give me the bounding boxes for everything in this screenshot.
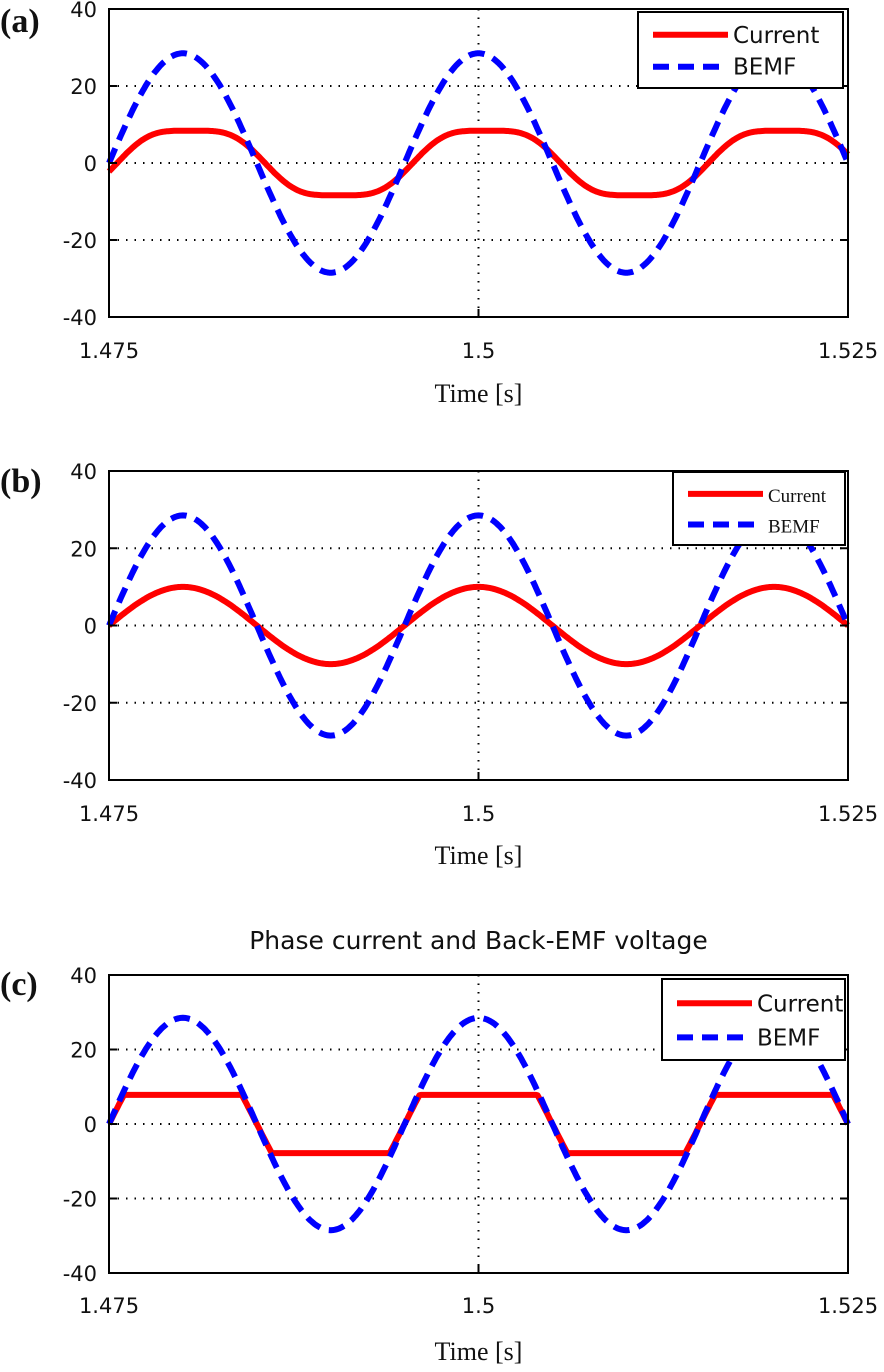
series-line-bemf	[106, 50, 851, 276]
x-axis-label: Time [s]	[435, 1337, 523, 1366]
y-tick-label: 40	[70, 0, 97, 22]
legend-box	[661, 978, 846, 1061]
series-line-current	[106, 127, 851, 199]
x-axis-label: Time [s]	[435, 841, 523, 870]
x-tick-label: 1.5	[462, 339, 495, 363]
y-tick-label: 40	[70, 460, 97, 484]
y-tick-label: 0	[84, 1113, 97, 1137]
legend-label-bemf: BEMF	[768, 517, 820, 538]
x-axis-label: Time [s]	[435, 379, 523, 408]
legend-label-current: Current	[768, 486, 827, 507]
series-line-bemf	[106, 512, 851, 739]
y-tick-label: -20	[63, 229, 97, 253]
chart-panel-1: (a) 40 20 0 -20 -40 1.475 1.5 1.525 Time [s] Curre…	[0, 0, 878, 408]
legend: Current BEMF	[672, 471, 846, 546]
x-tick-label: 1.475	[79, 802, 139, 826]
series-line-current	[107, 583, 850, 668]
panel-label: (c)	[0, 966, 38, 1003]
y-tick-label: 0	[84, 615, 97, 639]
y-tick-label: 20	[70, 537, 97, 561]
x-tick-label: 1.525	[818, 339, 878, 363]
panel-label: (a)	[0, 3, 40, 40]
legend-label-current: Current	[757, 991, 843, 1017]
x-tick-label: 1.5	[462, 1294, 495, 1318]
legend-label-bemf: BEMF	[733, 55, 796, 81]
panel-label: (b)	[0, 463, 42, 500]
x-tick-label: 1.5	[462, 802, 495, 826]
y-tick-label: -20	[63, 1188, 97, 1212]
chart-title: Phase current and Back-EMF voltage	[249, 926, 708, 955]
legend-label-current: Current	[733, 23, 819, 49]
x-tick-label: 1.525	[818, 802, 878, 826]
legend: Current BEMF	[637, 11, 844, 89]
x-tick-label: 1.475	[79, 339, 139, 363]
series-line-current	[106, 1091, 851, 1157]
y-tick-label: -40	[63, 1262, 97, 1286]
chart-panel-2: (b) 40 20 0 -20 -40 1.475 1.5 1.525 Time [s] Curre…	[0, 460, 878, 870]
y-tick-label: -20	[63, 692, 97, 716]
y-tick-label: -40	[63, 306, 97, 330]
y-tick-label: 20	[70, 75, 97, 99]
series-line-bemf	[106, 1014, 851, 1234]
legend-label-bemf: BEMF	[757, 1025, 820, 1051]
x-tick-label: 1.475	[79, 1294, 139, 1318]
legend-box	[637, 11, 844, 89]
legend-box	[672, 471, 846, 546]
y-tick-label: 40	[70, 964, 97, 988]
legend: Current BEMF	[661, 978, 846, 1061]
x-tick-label: 1.525	[818, 1294, 878, 1318]
y-tick-label: -40	[63, 769, 97, 793]
y-tick-label: 20	[70, 1039, 97, 1063]
y-tick-label: 0	[84, 152, 97, 176]
chart-panel-3: Phase current and Back-EMF voltage (c) 40 2…	[0, 926, 878, 1366]
